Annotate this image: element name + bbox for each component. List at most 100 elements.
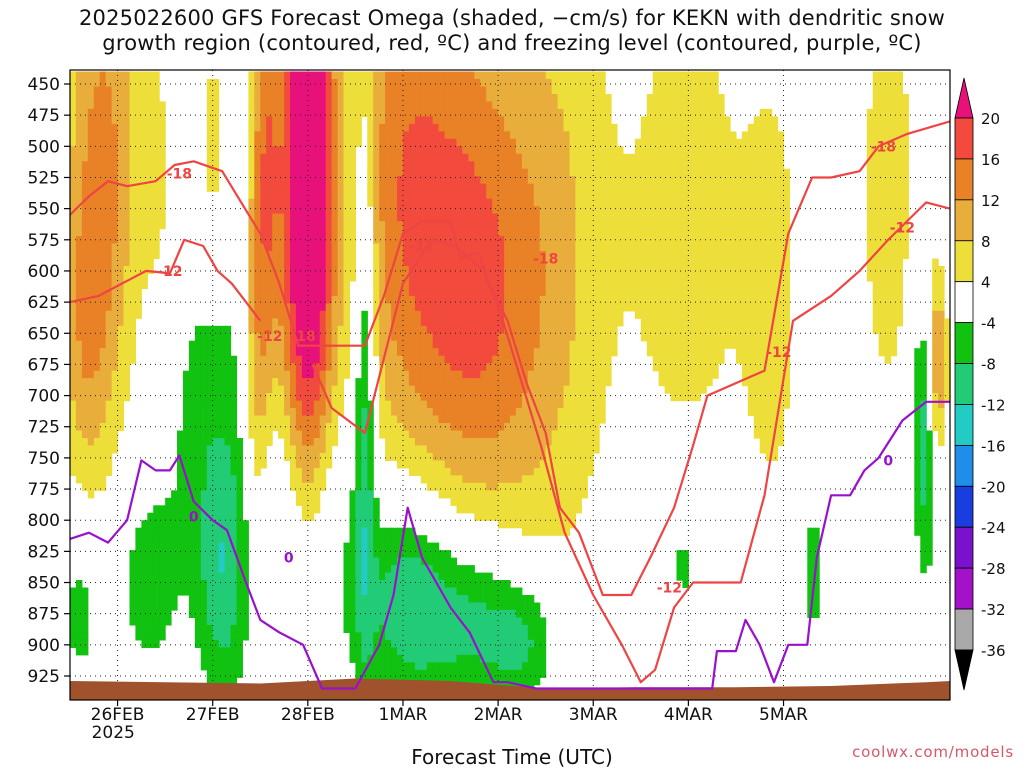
- omega-cell: [135, 191, 142, 200]
- omega-cell: [284, 206, 291, 215]
- omega-cell: [325, 460, 333, 469]
- omega-cell: [111, 94, 119, 103]
- omega-cell: [183, 580, 190, 589]
- omega-cell: [468, 385, 475, 394]
- omega-cell: [432, 138, 440, 147]
- omega-cell: [397, 101, 404, 110]
- omega-cell: [349, 647, 356, 656]
- omega-cell: [141, 228, 148, 237]
- omega-cell: [444, 146, 452, 155]
- omega-cell: [480, 228, 487, 237]
- omega-cell: [563, 273, 570, 282]
- omega-cell: [492, 310, 499, 319]
- omega-cell: [515, 266, 523, 275]
- omega-cell: [379, 183, 386, 192]
- omega-cell: [498, 378, 505, 387]
- omega-cell: [438, 153, 446, 162]
- omega-cell: [254, 415, 261, 424]
- omega-cell: [480, 475, 487, 484]
- omega-cell: [93, 430, 101, 439]
- omega-cell: [70, 79, 77, 88]
- omega-cell: [105, 79, 113, 88]
- omega-cell: [284, 191, 291, 200]
- omega-cell: [379, 176, 386, 185]
- omega-cell: [153, 161, 160, 170]
- omega-cell: [379, 86, 386, 95]
- omega-cell: [212, 146, 220, 155]
- omega-cell: [141, 191, 148, 200]
- omega-cell: [444, 647, 452, 656]
- omega-cell: [510, 79, 517, 88]
- omega-cell: [533, 669, 541, 678]
- omega-cell: [462, 183, 469, 192]
- omega-cell: [510, 624, 517, 633]
- omega-cell: [510, 669, 517, 678]
- omega-cell: [563, 146, 570, 155]
- omega-cell: [426, 363, 434, 372]
- omega-cell: [206, 116, 214, 125]
- omega-cell: [331, 168, 339, 177]
- omega-cell: [248, 408, 255, 417]
- omega-cell: [87, 258, 95, 267]
- omega-cell: [295, 108, 303, 117]
- omega-cell: [171, 572, 178, 581]
- omega-cell: [533, 460, 541, 469]
- omega-cell: [391, 393, 398, 402]
- omega-cell: [414, 325, 422, 334]
- omega-cell: [218, 415, 226, 424]
- omega-cell: [498, 213, 505, 222]
- omega-cell: [355, 512, 362, 521]
- omega-cell: [248, 183, 255, 192]
- omega-cell: [325, 378, 333, 387]
- omega-cell: [87, 475, 95, 484]
- omega-cell: [385, 266, 392, 275]
- omega-cell: [498, 475, 505, 484]
- omega-cell: [391, 557, 398, 566]
- omega-cell: [515, 378, 523, 387]
- omega-cell: [75, 393, 83, 402]
- omega-cell: [403, 236, 410, 245]
- omega-cell: [212, 475, 220, 484]
- omega-cell: [301, 183, 309, 192]
- omega-cell: [105, 236, 113, 245]
- omega-cell: [504, 490, 511, 499]
- omega-cell: [272, 273, 279, 282]
- omega-cell: [301, 280, 309, 289]
- omega-cell: [527, 251, 535, 260]
- omega-cell: [521, 146, 529, 155]
- omega-cell: [301, 243, 309, 252]
- omega-cell: [81, 206, 89, 215]
- omega-cell: [70, 191, 77, 200]
- omega-cell: [177, 430, 184, 439]
- omega-cell: [307, 318, 315, 327]
- omega-cell: [141, 273, 148, 282]
- omega-cell: [254, 295, 261, 304]
- omega-cell: [93, 131, 101, 140]
- omega-cell: [81, 221, 89, 230]
- omega-cell: [117, 266, 125, 275]
- omega-cell: [218, 348, 226, 357]
- omega-cell: [521, 198, 529, 207]
- omega-cell: [153, 123, 160, 132]
- omega-cell: [272, 243, 279, 252]
- omega-cell: [492, 71, 499, 80]
- omega-cell: [206, 647, 214, 656]
- omega-cell: [367, 452, 374, 461]
- omega-cell: [75, 228, 83, 237]
- omega-cell: [135, 266, 142, 275]
- omega-cell: [325, 146, 333, 155]
- omega-cell: [403, 295, 410, 304]
- omega-cell: [414, 116, 422, 125]
- omega-cell: [319, 131, 327, 140]
- omega-cell: [272, 131, 279, 140]
- omega-cell: [70, 123, 77, 132]
- omega-cell: [498, 198, 505, 207]
- omega-cell: [480, 647, 487, 656]
- omega-cell: [545, 325, 553, 334]
- omega-cell: [355, 79, 362, 88]
- omega-cell: [414, 580, 422, 589]
- omega-cell: [420, 452, 428, 461]
- omega-cell: [159, 101, 166, 110]
- omega-cell: [557, 460, 565, 469]
- omega-cell: [284, 445, 291, 454]
